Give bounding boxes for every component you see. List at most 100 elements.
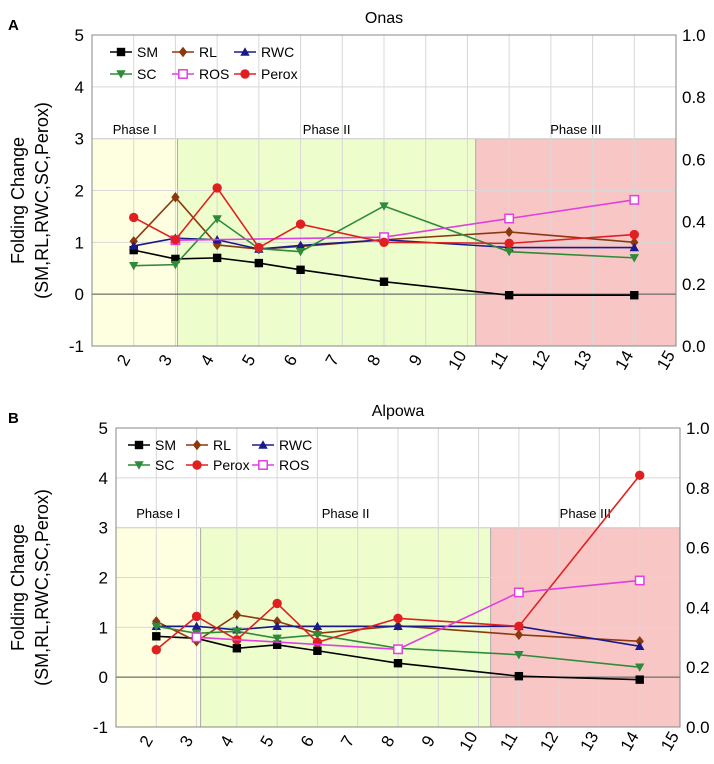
phase-label-2: Phase II	[303, 122, 351, 137]
x-tick-label: 13	[570, 347, 596, 373]
chart-panel-alpowa: Phase I Phase II Phase IIIAlpowaB-10123450…	[8, 403, 710, 754]
data-point-sc	[272, 634, 282, 643]
series-line-rl	[155, 614, 640, 643]
y-tick-label: -1	[69, 337, 84, 356]
legend-label: Perox	[261, 66, 298, 82]
series-ros	[191, 575, 645, 655]
data-point-sc	[129, 261, 139, 271]
x-tick-label: 7	[322, 351, 343, 369]
y-tick-label: -1	[93, 718, 108, 737]
phase-label-3: Phase III	[560, 506, 611, 521]
x-tick-label: 5	[238, 351, 259, 369]
y-tick-label: 1	[75, 233, 84, 252]
phase-label-2: Phase II	[322, 506, 370, 521]
series-line-sc	[156, 625, 640, 668]
data-point-sc	[151, 622, 161, 632]
y-tick-label: 4	[75, 78, 84, 97]
data-point-rwc	[272, 621, 282, 631]
data-point-sc	[504, 247, 514, 257]
y-tick-label: 0	[99, 668, 108, 687]
y-tick-label: 4	[99, 469, 108, 488]
data-point-rwc	[635, 641, 645, 650]
legend-marker	[178, 69, 188, 79]
legend-label: RL	[213, 437, 231, 453]
series-sc	[129, 202, 639, 271]
y2-tick-label: 0.8	[686, 479, 710, 498]
chart-title: Alpowa	[372, 403, 425, 420]
data-point-rl	[212, 239, 222, 251]
data-point-perox	[295, 219, 306, 229]
y-tick-label: 2	[99, 569, 108, 588]
data-point-perox	[379, 237, 389, 248]
series-sm	[129, 245, 639, 300]
y-tick-label: 5	[99, 419, 108, 438]
legend-marker	[116, 47, 126, 57]
data-point-perox	[212, 183, 222, 193]
legend-marker	[178, 46, 188, 58]
phase-label-1: Phase I	[113, 122, 157, 137]
data-point-sc	[170, 260, 181, 270]
legend-item-perox: Perox	[234, 66, 298, 82]
series-line-sm	[133, 249, 635, 297]
legend-marker	[116, 70, 126, 79]
legend-marker	[258, 460, 268, 470]
data-point-ros	[191, 632, 202, 643]
x-tick-label: 10	[456, 728, 482, 754]
x-tick-label: 2	[136, 732, 157, 750]
legend-item-sm: SM	[110, 44, 158, 60]
data-point-sm	[212, 253, 222, 263]
x-tick-label: 2	[113, 351, 134, 369]
x-tick-label: 8	[377, 732, 398, 750]
x-tick-label: 12	[536, 728, 562, 754]
legend-label: SM	[155, 437, 176, 453]
panel-label: A	[8, 17, 19, 34]
legend-item-ros: ROS	[172, 66, 229, 82]
plot-frame	[91, 34, 677, 347]
x-tick-label: 6	[297, 732, 318, 750]
legend-label: Perox	[213, 457, 250, 473]
y-axis-label-line1: Folding Change	[8, 524, 28, 651]
data-point-perox	[254, 242, 264, 253]
chart-panel-onas: Phase I Phase II Phase IIIOnasA-10123450.0…	[8, 10, 706, 373]
data-point-sc	[232, 627, 242, 637]
x-tick-label: 8	[363, 351, 384, 369]
data-point-rwc	[393, 621, 403, 631]
x-tick-label: 4	[197, 351, 218, 369]
y-tick-label: 1	[99, 618, 108, 637]
x-tick-label: 6	[280, 351, 301, 369]
data-point-sm	[313, 646, 322, 655]
legend-item-sc: SC	[128, 457, 174, 473]
data-point-sm	[393, 659, 403, 668]
data-point-ros	[629, 194, 640, 205]
data-point-perox	[629, 229, 639, 240]
x-tick-label: 5	[257, 732, 278, 750]
x-tick-label: 15	[657, 728, 683, 754]
data-point-rwc	[312, 621, 323, 631]
legend: SM RL RWC SC Perox ROS	[128, 437, 312, 473]
panel-label: B	[8, 410, 19, 427]
data-point-sc	[212, 215, 222, 224]
y2-tick-label: 0.6	[686, 539, 710, 558]
legend-label: SM	[137, 44, 158, 60]
series-line-ros	[175, 199, 635, 242]
phase-label-3: Phase III	[550, 122, 601, 137]
data-point-perox	[393, 613, 403, 624]
data-point-sc	[629, 254, 639, 263]
legend-marker	[134, 440, 144, 450]
legend-marker	[192, 439, 202, 451]
x-tick-label: 11	[487, 348, 512, 373]
data-point-rl	[630, 237, 639, 248]
y-tick-label: 0	[75, 285, 84, 304]
legend-label: RWC	[279, 437, 312, 453]
series-line-sc	[133, 205, 635, 267]
data-point-rwc	[191, 621, 202, 631]
x-tick-label: 4	[216, 732, 237, 750]
x-tick-label: 9	[418, 732, 439, 750]
y2-tick-label: 1.0	[682, 26, 706, 45]
data-point-perox	[191, 611, 202, 622]
series-line-ros	[196, 579, 640, 651]
x-tick-label: 15	[653, 347, 679, 373]
data-point-rl	[514, 629, 524, 641]
data-point-rwc	[129, 241, 139, 250]
